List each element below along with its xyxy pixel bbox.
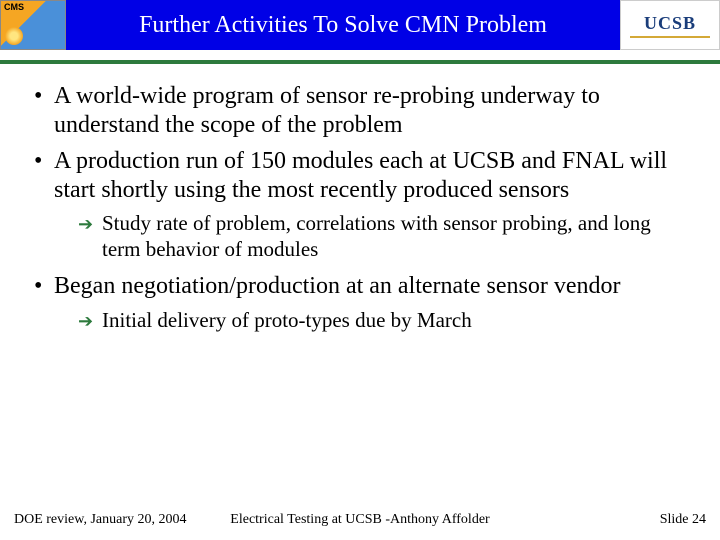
bullet-item: A production run of 150 modules each at … [28, 147, 692, 206]
sub-bullet-list: ➔ Initial delivery of proto-types due by… [28, 308, 692, 334]
ucsb-logo: UCSB [620, 0, 720, 50]
footer-date: DOE review, January 20, 2004 [14, 512, 187, 528]
cms-logo: CMS [0, 0, 66, 50]
slide-header: CMS Further Activities To Solve CMN Prob… [0, 0, 720, 50]
cms-sun-icon [5, 27, 23, 45]
bullet-item: A world-wide program of sensor re-probin… [28, 82, 692, 141]
slide-footer: DOE review, January 20, 2004 Electrical … [0, 512, 720, 528]
cms-logo-text: CMS [4, 2, 24, 12]
sub-bullet-item: ➔ Initial delivery of proto-types due by… [28, 308, 692, 334]
main-bullet-list: Began negotiation/production at an alter… [28, 272, 692, 301]
sub-bullet-text: Initial delivery of proto-types due by M… [102, 308, 472, 332]
footer-title: Electrical Testing at UCSB -Anthony Affo… [230, 512, 489, 528]
arrow-icon: ➔ [78, 311, 93, 333]
title-bar: Further Activities To Solve CMN Problem [66, 0, 620, 50]
bullet-item: Began negotiation/production at an alter… [28, 272, 692, 301]
slide-content: A world-wide program of sensor re-probin… [0, 64, 720, 333]
footer-slide-number: Slide 24 [660, 512, 706, 528]
main-bullet-list: A world-wide program of sensor re-probin… [28, 82, 692, 205]
ucsb-logo-text: UCSB [644, 13, 696, 34]
arrow-icon: ➔ [78, 214, 93, 236]
sub-bullet-text: Study rate of problem, correlations with… [102, 211, 651, 261]
sub-bullet-list: ➔ Study rate of problem, correlations wi… [28, 211, 692, 262]
sub-bullet-item: ➔ Study rate of problem, correlations wi… [28, 211, 692, 262]
slide-title: Further Activities To Solve CMN Problem [139, 12, 547, 39]
ucsb-underline [630, 36, 710, 38]
